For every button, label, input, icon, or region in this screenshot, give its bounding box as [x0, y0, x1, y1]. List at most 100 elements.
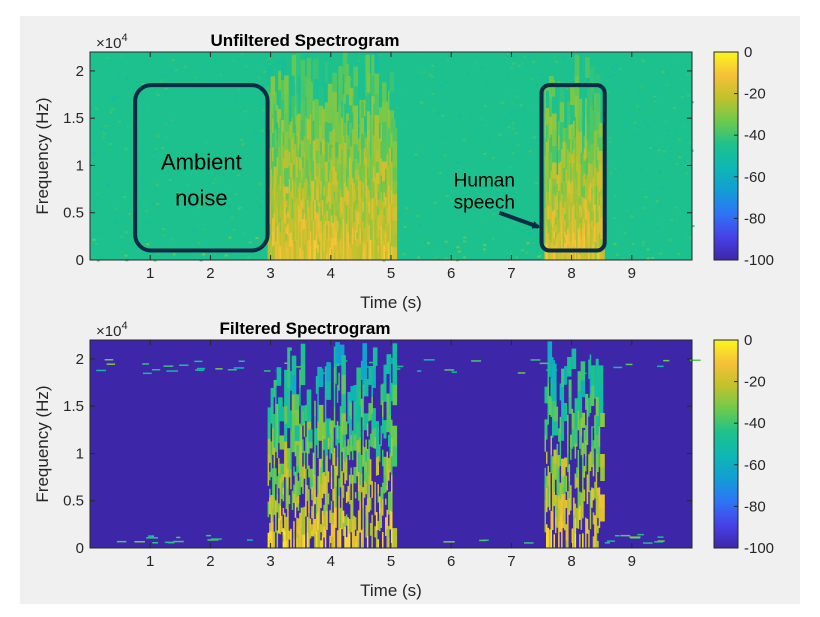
heatmap-cell	[418, 53, 422, 56]
heatmap-cell	[615, 253, 619, 256]
heatmap-cell	[240, 139, 244, 141]
heatmap-cell	[105, 57, 109, 60]
heatmap-cell	[475, 130, 478, 133]
heatmap-cell	[598, 150, 604, 165]
heatmap-cell	[278, 89, 283, 110]
heatmap-cell	[417, 82, 421, 84]
heatmap-cell	[515, 168, 519, 171]
heatmap-cell	[589, 163, 595, 184]
heatmap-cell	[515, 132, 518, 135]
heatmap-cell	[605, 217, 609, 220]
heatmap-cell	[324, 161, 330, 182]
heatmap-cell	[155, 91, 159, 94]
heatmap-cell	[171, 238, 175, 241]
heatmap-cell	[637, 533, 644, 536]
heatmap-cell	[374, 52, 379, 74]
heatmap-cell	[215, 368, 223, 370]
heatmap-cell	[338, 66, 343, 87]
heatmap-cell	[657, 149, 661, 152]
heatmap-cell	[600, 507, 605, 522]
heatmap-cell	[580, 380, 586, 400]
heatmap-cell	[389, 91, 395, 111]
heatmap-cell	[315, 150, 321, 164]
heatmap-cell	[382, 62, 387, 83]
heatmap-cell	[382, 101, 387, 122]
heatmap-cell	[689, 236, 693, 239]
heatmap-cell	[674, 119, 678, 122]
heatmap-cell	[148, 535, 153, 538]
heatmap-cell	[478, 212, 482, 215]
heatmap-cell	[507, 126, 511, 129]
heatmap-cell	[434, 63, 438, 66]
heatmap-cell	[224, 254, 228, 257]
heatmap-cell	[633, 121, 637, 124]
heatmap-cell	[360, 117, 366, 134]
heatmap-cell	[296, 465, 301, 477]
heatmap-cell	[233, 367, 245, 369]
heatmap-cell	[678, 213, 682, 216]
heatmap-cell	[231, 59, 235, 62]
heatmap-cell	[267, 406, 273, 424]
colorbar-tick-label: -80	[744, 498, 766, 515]
heatmap-cell	[360, 149, 366, 166]
heatmap-cell	[164, 541, 174, 544]
heatmap-cell	[206, 534, 212, 537]
heatmap-cell	[236, 165, 240, 168]
heatmap-cell	[598, 164, 604, 179]
heatmap-cell	[90, 257, 94, 260]
heatmap-cell	[278, 397, 283, 413]
heatmap-cell	[241, 232, 245, 235]
heatmap-cell	[453, 258, 457, 261]
heatmap-cell	[586, 105, 592, 124]
heatmap-cell	[327, 63, 333, 84]
heatmap-cell	[185, 184, 189, 187]
heatmap-cell	[192, 205, 196, 208]
heatmap-cell	[202, 66, 206, 68]
heatmap-cell	[261, 121, 265, 123]
heatmap-cell	[586, 122, 592, 141]
heatmap-cell	[503, 150, 506, 152]
heatmap-cell	[490, 177, 494, 180]
heatmap-cell	[611, 57, 615, 60]
heatmap-cell	[540, 74, 544, 76]
heatmap-cell	[611, 67, 615, 70]
heatmap-cell	[451, 371, 457, 373]
heatmap-cell	[655, 142, 658, 145]
heatmap-cell	[481, 186, 485, 189]
heatmap-cell	[118, 185, 122, 188]
heatmap-cell	[368, 402, 373, 422]
heatmap-cell	[234, 193, 238, 196]
heatmap-cell	[174, 202, 178, 205]
heatmap-cell	[668, 239, 672, 242]
heatmap-cell	[585, 77, 590, 99]
heatmap-cell	[544, 70, 548, 73]
heatmap-cell	[291, 413, 297, 433]
heatmap-cell	[366, 73, 372, 93]
heatmap-cell	[195, 369, 205, 371]
heatmap-cell	[309, 448, 315, 459]
heatmap-cell	[248, 216, 252, 219]
heatmap-cell	[392, 384, 398, 406]
heatmap-cell	[109, 111, 113, 114]
heatmap-cell	[175, 87, 179, 90]
heatmap-cell	[444, 257, 448, 260]
heatmap-cell	[564, 366, 569, 385]
heatmap-cell	[396, 54, 400, 57]
heatmap-cell	[338, 85, 343, 106]
heatmap-cell	[202, 253, 206, 256]
heatmap-cell	[497, 121, 501, 124]
heatmap-cell	[544, 386, 550, 404]
heatmap-cell	[366, 110, 372, 130]
heatmap-cell	[329, 420, 334, 434]
heatmap-cell	[190, 100, 194, 103]
heatmap-cell	[140, 175, 144, 178]
heatmap-cell	[166, 129, 170, 132]
heatmap-cell	[600, 238, 605, 247]
heatmap-cell	[611, 119, 615, 122]
heatmap-cell	[508, 103, 512, 106]
heatmap-cell	[210, 538, 222, 540]
heatmap-cell	[341, 393, 346, 414]
heatmap-cell	[386, 354, 392, 375]
heatmap-cell	[483, 244, 487, 246]
heatmap-cell	[595, 111, 601, 131]
